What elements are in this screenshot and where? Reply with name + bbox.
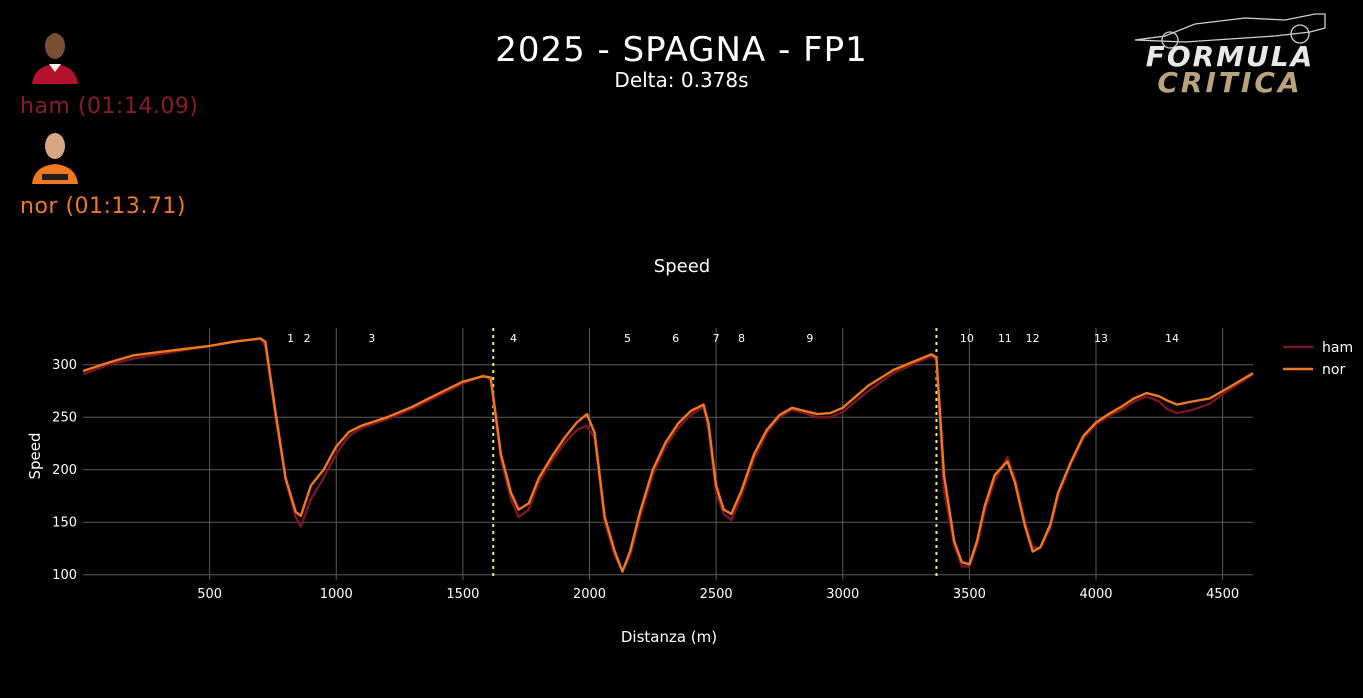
logo-text-line2: CRITICA xyxy=(1157,66,1303,99)
corner-label: 10 xyxy=(960,332,974,345)
series-line-ham xyxy=(82,337,1254,572)
y-gridlines xyxy=(83,364,1253,576)
formula-critica-logo: FORMULA CRITICA xyxy=(1125,10,1335,99)
corner-label: 5 xyxy=(624,332,631,345)
x-tick-labels: 500 1000 1500 2000 2500 3000 3500 4000 4500 xyxy=(197,587,1239,602)
x-tick-label: 3500 xyxy=(953,587,986,602)
x-tick-label: 500 xyxy=(197,587,222,602)
corner-label: 6 xyxy=(672,332,679,345)
x-tick-label: 2500 xyxy=(700,587,733,602)
x-tick-label: 4000 xyxy=(1079,587,1112,602)
corner-label: 8 xyxy=(738,332,745,345)
speed-lines xyxy=(82,337,1254,573)
corner-label: 12 xyxy=(1026,332,1040,345)
y-tick-label: 150 xyxy=(52,515,77,530)
y-tick-label: 300 xyxy=(52,358,77,373)
legend[interactable]: ham nor xyxy=(1283,340,1353,378)
corner-label: 7 xyxy=(713,332,720,345)
driver-photo-nor xyxy=(24,122,86,184)
corner-label: 14 xyxy=(1165,332,1179,345)
race-car-icon xyxy=(1134,13,1326,49)
y-tick-label: 100 xyxy=(52,568,77,583)
x-tick-label: 3000 xyxy=(826,587,859,602)
y-axis-label: Speed xyxy=(26,432,44,479)
logo-text-line1: FORMULA xyxy=(1145,40,1315,73)
driver-photo-ham xyxy=(24,22,86,84)
x-tick-label: 1000 xyxy=(320,587,353,602)
corner-label: 13 xyxy=(1094,332,1108,345)
corner-label: 4 xyxy=(510,332,517,345)
x-axis-label: Distanza (m) xyxy=(621,628,717,646)
sector-lines xyxy=(492,328,938,580)
y-tick-label: 250 xyxy=(52,410,77,425)
legend-label-ham: ham xyxy=(1322,340,1353,356)
driver-label-ham: ham (01:14.09) xyxy=(20,94,199,119)
x-gridlines xyxy=(209,328,1224,580)
chart-title: Speed xyxy=(654,256,710,277)
corner-label: 11 xyxy=(998,332,1012,345)
corner-label: 1 xyxy=(287,332,294,345)
x-tick-label: 2000 xyxy=(573,587,606,602)
legend-label-nor: nor xyxy=(1322,362,1345,378)
series-line-nor xyxy=(82,337,1254,573)
x-tick-label: 1500 xyxy=(446,587,479,602)
page-title: 2025 - SPAGNA - FP1 xyxy=(495,30,868,70)
corner-label: 2 xyxy=(304,332,311,345)
corner-label: 9 xyxy=(806,332,813,345)
page-subtitle: Delta: 0.378s xyxy=(614,68,749,92)
corner-labels: 1 2 3 4 5 6 7 8 9 10 11 12 13 14 xyxy=(287,332,1179,345)
y-tick-label: 200 xyxy=(52,463,77,478)
driver-label-nor: nor (01:13.71) xyxy=(20,194,186,219)
x-tick-label: 4500 xyxy=(1206,587,1239,602)
corner-label: 3 xyxy=(368,332,375,345)
y-tick-labels: 100 150 200 250 300 xyxy=(52,358,77,583)
